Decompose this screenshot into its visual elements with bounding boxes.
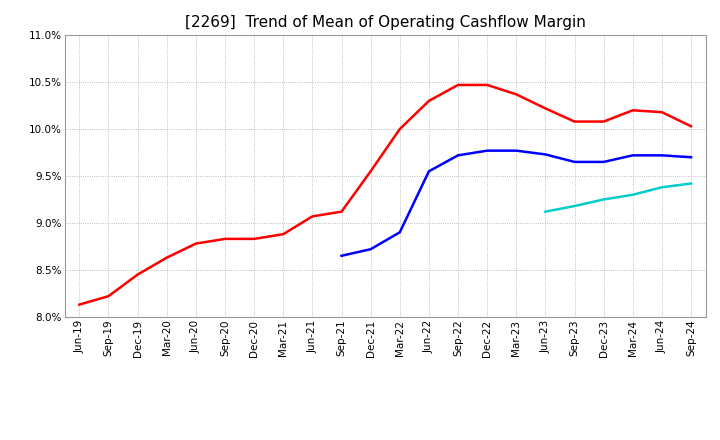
Title: [2269]  Trend of Mean of Operating Cashflow Margin: [2269] Trend of Mean of Operating Cashfl… [185, 15, 585, 30]
Legend: 3 Years, 5 Years, 7 Years, 10 Years: 3 Years, 5 Years, 7 Years, 10 Years [204, 435, 566, 440]
